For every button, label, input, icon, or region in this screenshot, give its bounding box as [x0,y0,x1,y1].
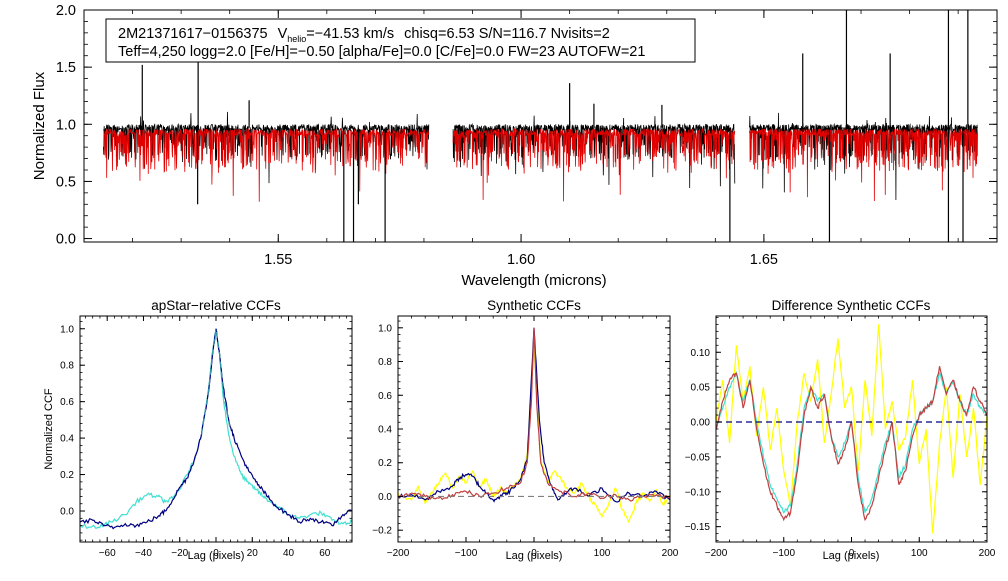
synthetic-ccf-series [397,327,671,523]
ytick-label: 0.2 [378,458,392,469]
xtick-label: 1.55 [264,252,292,268]
annotation-v-sub: helio [287,34,306,44]
annotation-v-prefix: V [278,26,288,42]
visit-1-curve [715,324,988,534]
difference-ccf-series [715,324,988,534]
xtick-label: −200 [387,548,410,559]
model-spectrum-segment [103,127,430,202]
xtick-label: 60 [319,548,331,559]
ytick-label: 1.5 [56,60,76,76]
ytick-label: 0.4 [60,434,74,445]
visit-2-curve [79,328,353,530]
ytick-label: −0.10 [685,487,711,498]
annotation-frame [105,18,696,63]
annotation-v-value: =−41.53 km/s [306,26,394,42]
xtick-label: −100 [455,548,478,559]
xtick-label: 200 [662,548,679,559]
ytick-label: −0.2 [372,526,392,537]
spectrum-series [103,10,978,242]
xtick-label: −40 [135,548,152,559]
difference-ccf-panel: Difference Synthetic CCFs −200 −100 0 100 20… [685,298,996,562]
xtick-label: −100 [772,548,795,559]
visit-2-curve [397,327,671,503]
apstar-ccf-xlabel: Lag (pixels) [188,550,245,562]
xtick-label: 40 [283,548,295,559]
ytick-label: 0.6 [60,397,74,408]
ytick-label: 0.05 [691,383,711,394]
ytick-label: 0.6 [378,391,392,402]
ytick-label: 0.0 [56,232,76,248]
mean-curve [200,328,232,435]
synthetic-ccf-panel: Synthetic CCFs −200 −100 0 100 200 −0.2 0.0 0.2… [372,298,679,562]
spectrum-panel: 1.55 1.60 1.65 0.0 0.5 1.0 1.5 2.0 Wavelength (… [31,3,998,289]
xtick-label: 0 [531,548,537,559]
ytick-label: 0.00 [691,418,711,429]
xtick-label: 1.65 [750,252,778,268]
ytick-label: 0.0 [378,492,392,503]
visit-1-curve [397,344,671,523]
ytick-label: 0.4 [378,425,392,436]
ytick-label: 1.0 [378,323,392,334]
xtick-label: 100 [911,548,928,559]
ytick-label: 0.8 [378,357,392,368]
ytick-label: 1.0 [56,117,76,133]
ytick-label: 2.0 [56,3,76,19]
synthetic-ccf-ticks: −200 −100 0 100 200 −0.2 0.0 0.2 0.4 0.6 0.8 1.0 [372,316,679,559]
apstar-ccf-ticks: −60 −40 −20 0 20 40 60 0.0 0.2 0.4 0.6 0.8 1.0 [60,316,352,559]
xtick-label: −20 [171,548,188,559]
difference-ccf-ticks: −200 −100 0 100 200 −0.15 −0.10 −0.05 0.00 0.05 0.… [685,316,996,559]
spectrum-axes-frame [83,9,998,243]
xtick-label: 0 [849,548,855,559]
annotation-line-1: 2M21371617−0156375 Vhelio=−41.53 km/s chis… [118,26,610,44]
apstar-ccf-title: apStar−relative CCFs [151,298,281,313]
annotation-params: Teff=4,250 logg=2.0 [Fe/H]=−0.50 [alpha/… [118,44,645,60]
xtick-label: 20 [247,548,259,559]
spectrum-annotation-box: 2M21371617−0156375 Vhelio=−41.53 km/s chis… [105,18,696,63]
ytick-label: 0.10 [691,348,711,359]
model-spectrum-segment [452,127,736,202]
difference-ccf-title: Difference Synthetic CCFs [772,298,931,313]
ytick-label: 0.5 [56,175,76,191]
apstar-ccf-ylabel: Normalized CCF [43,388,55,470]
xtick-label: 0 [213,548,219,559]
synthetic-ccf-xlabel: Lag (pixels) [506,550,563,562]
apstar-ccf-panel: apStar−relative CCFs −60 −40 −20 0 20 40 60 0.0… [43,298,353,562]
xtick-label: 1.60 [507,252,535,268]
visit-1-curve [79,328,353,530]
spectrum-xlabel: Wavelength (microns) [461,272,606,289]
ytick-label: 1.0 [60,324,74,335]
annotation-stats: chisq=6.53 S/N=116.7 Nvisits=2 [404,26,610,42]
ytick-label: 0.8 [60,361,74,372]
ytick-label: 0.2 [60,470,74,481]
difference-ccf-xlabel: Lag (pixels) [823,550,880,562]
model-spectrum-segment [748,127,978,202]
apstar-ccf-axes-frame [79,315,353,543]
xtick-label: −60 [99,548,116,559]
spectrum-ylabel: Normalized Flux [31,71,48,180]
apstar-ccf-series [79,328,353,530]
annotation-star-id: 2M21371617−0156375 [118,26,268,42]
model-curve [397,327,671,502]
synthetic-ccf-title: Synthetic CCFs [487,298,581,313]
observed-spectrum-segment [103,111,430,184]
xtick-label: 100 [594,548,611,559]
xtick-label: 200 [979,548,996,559]
ytick-label: 0.0 [60,507,74,518]
spectrum-ticks: 1.55 1.60 1.65 0.0 0.5 1.0 1.5 2.0 [56,3,997,268]
xtick-label: −200 [705,548,728,559]
ytick-label: −0.15 [685,522,711,533]
ytick-label: −0.05 [685,452,711,463]
